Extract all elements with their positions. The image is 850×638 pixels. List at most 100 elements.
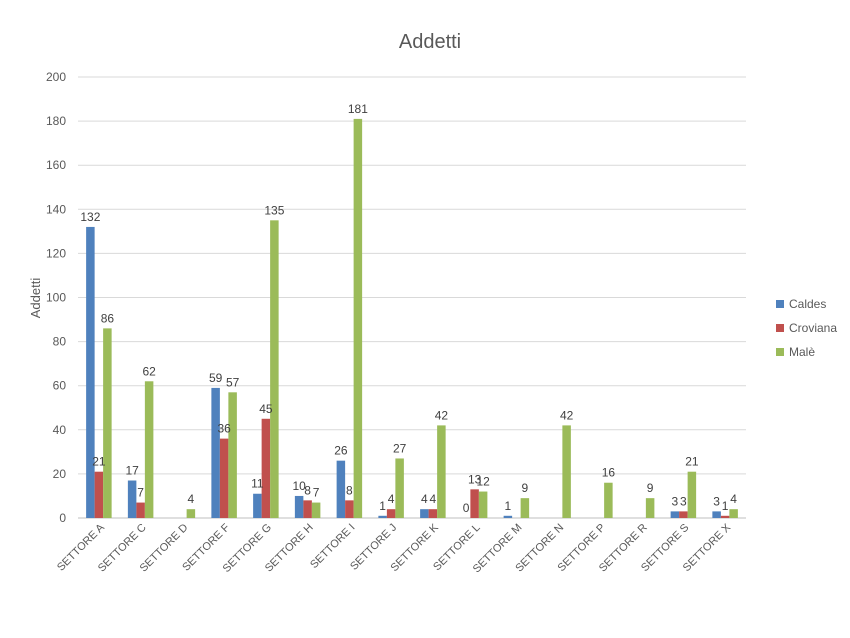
data-label: 16 xyxy=(602,466,616,480)
y-tick-label: 60 xyxy=(53,379,67,393)
data-label: 21 xyxy=(685,455,699,469)
bar xyxy=(386,509,396,518)
bar xyxy=(136,502,145,518)
data-label: 59 xyxy=(209,371,223,385)
bar xyxy=(729,509,738,518)
bar xyxy=(679,511,688,518)
data-label: 62 xyxy=(142,364,156,378)
data-label: 17 xyxy=(125,464,139,478)
data-label: 4 xyxy=(430,492,437,506)
bar xyxy=(437,425,446,518)
bar xyxy=(127,480,137,518)
data-label: 8 xyxy=(346,483,353,497)
data-label: 36 xyxy=(217,422,231,436)
bar xyxy=(395,458,404,518)
bar xyxy=(428,509,438,518)
bar xyxy=(562,425,571,518)
y-tick-label: 160 xyxy=(46,158,66,172)
bar xyxy=(712,511,721,518)
bar xyxy=(219,438,229,518)
data-label: 1 xyxy=(505,499,512,513)
data-label: 3 xyxy=(713,494,720,508)
bar xyxy=(604,482,613,518)
data-label: 132 xyxy=(80,210,100,224)
bar xyxy=(253,493,262,518)
data-label: 4 xyxy=(388,492,395,506)
bar xyxy=(720,515,730,518)
y-tick-label: 120 xyxy=(46,246,66,260)
data-label: 9 xyxy=(647,481,654,495)
legend-label: Malè xyxy=(789,345,815,359)
bar xyxy=(211,387,220,518)
bar xyxy=(294,495,304,518)
bar xyxy=(94,471,104,518)
data-label: 3 xyxy=(672,494,679,508)
data-label: 7 xyxy=(137,486,144,500)
data-label: 4 xyxy=(188,492,195,506)
bar xyxy=(645,498,655,518)
bar xyxy=(303,500,312,518)
bar xyxy=(186,509,196,518)
bar xyxy=(420,509,429,518)
data-label: 27 xyxy=(393,441,407,455)
data-label: 21 xyxy=(92,455,106,469)
data-label: 3 xyxy=(680,494,687,508)
data-label: 45 xyxy=(259,402,273,416)
y-tick-label: 0 xyxy=(59,511,66,525)
bar xyxy=(336,460,346,518)
data-label: 42 xyxy=(435,408,449,422)
bar xyxy=(144,381,154,518)
bar xyxy=(470,489,479,518)
bar xyxy=(478,491,488,518)
data-label: 86 xyxy=(101,311,115,325)
bar xyxy=(86,226,95,518)
y-tick-label: 20 xyxy=(53,467,67,481)
data-label: 9 xyxy=(522,481,529,495)
data-label: 1 xyxy=(722,499,729,513)
bar xyxy=(311,502,321,518)
data-label: 13 xyxy=(468,472,482,486)
legend-swatch xyxy=(776,348,784,356)
data-label: 0 xyxy=(463,501,470,515)
bar xyxy=(378,515,387,518)
bar xyxy=(345,500,354,518)
bar xyxy=(270,220,279,518)
bar xyxy=(520,498,530,518)
data-label: 10 xyxy=(292,479,306,493)
data-label: 7 xyxy=(313,486,320,500)
legend-label: Caldes xyxy=(789,297,826,311)
legend-swatch xyxy=(776,300,784,308)
data-label: 4 xyxy=(421,492,428,506)
data-label: 135 xyxy=(264,203,284,217)
y-tick-label: 80 xyxy=(53,335,67,349)
data-label: 11 xyxy=(251,477,264,491)
bar xyxy=(670,511,680,518)
data-label: 181 xyxy=(348,102,368,116)
y-tick-label: 180 xyxy=(46,114,66,128)
y-tick-label: 100 xyxy=(46,291,66,305)
y-tick-label: 40 xyxy=(53,423,67,437)
bar xyxy=(687,471,697,518)
data-label: 8 xyxy=(304,483,311,497)
bar xyxy=(228,392,237,518)
legend: Caldes Croviana Malè xyxy=(776,297,837,359)
bars xyxy=(86,118,738,519)
y-axis-label: Addetti xyxy=(28,278,43,319)
gridlines xyxy=(78,76,746,519)
legend-swatch xyxy=(776,324,784,332)
bar xyxy=(353,118,363,519)
data-label: 12 xyxy=(476,475,490,489)
bar xyxy=(503,515,513,518)
chart-title: Addetti xyxy=(399,31,461,53)
data-label: 4 xyxy=(730,492,737,506)
data-label: 1 xyxy=(379,499,386,513)
legend-label: Croviana xyxy=(789,321,837,335)
bar xyxy=(103,328,112,518)
data-label: 57 xyxy=(226,375,240,389)
y-tick-label: 140 xyxy=(46,202,66,216)
bar xyxy=(261,418,271,518)
y-tick-label: 200 xyxy=(46,70,66,84)
